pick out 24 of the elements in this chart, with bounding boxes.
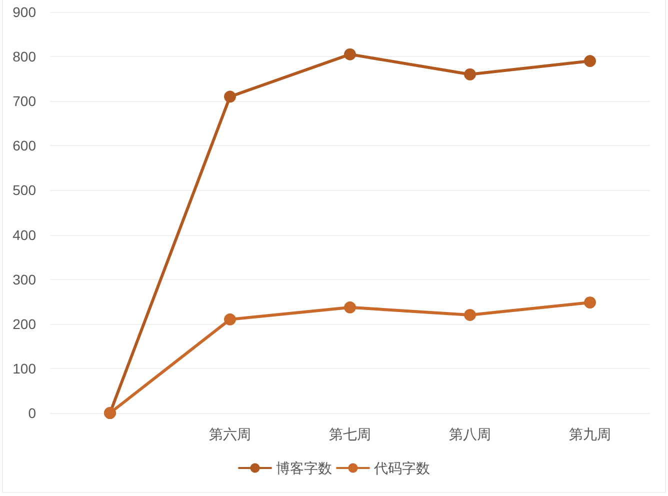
y-tick-label: 900 [12,4,36,20]
y-tick-label: 0 [28,405,36,421]
y-tick-label: 700 [12,93,36,110]
point [224,90,236,103]
y-tick-label: 100 [12,360,36,376]
point [464,68,476,80]
x-tick-label: 第八周 [449,426,491,442]
y-tick-label: 400 [12,226,36,243]
y-tick-label: 200 [12,316,36,332]
point [224,313,236,326]
y-tick-label: 600 [12,138,36,154]
point [344,301,356,314]
point [584,296,596,308]
point [344,48,356,60]
y-tick-label: 500 [12,182,36,198]
legend-label: 代码字数 [373,460,430,476]
legend-label: 博客字数 [276,460,332,476]
y-tick-label: 800 [12,48,36,65]
x-tick-label: 第六周 [209,426,251,442]
x-tick-label: 第七周 [329,426,371,442]
x-tick-label: 第九周 [569,426,611,442]
point [584,55,596,68]
y-tick-label: 300 [12,271,36,288]
point [464,308,476,321]
